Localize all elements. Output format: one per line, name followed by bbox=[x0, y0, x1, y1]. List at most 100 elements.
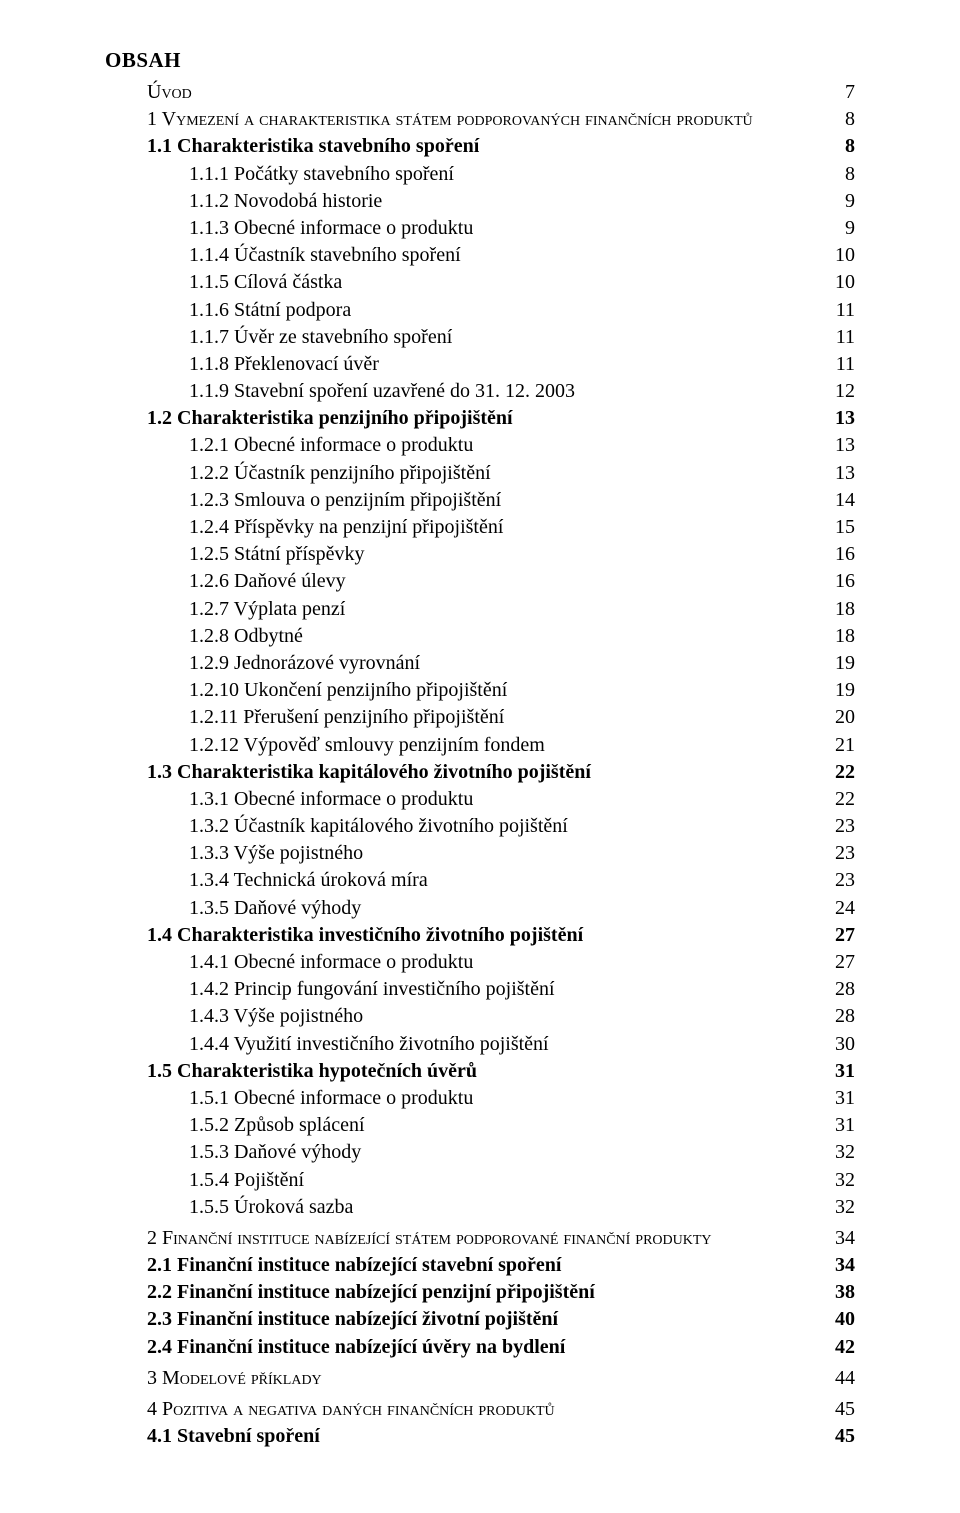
toc-page-number: 10 bbox=[823, 269, 855, 296]
toc-page-number: 44 bbox=[823, 1365, 855, 1392]
toc-label: 1.3.1 Obecné informace o produktu bbox=[189, 786, 823, 813]
toc-page-number: 32 bbox=[823, 1194, 855, 1221]
toc-row: 1.2.12 Výpověď smlouvy penzijním fondem2… bbox=[105, 732, 855, 759]
toc-row: 1.5 Charakteristika hypotečních úvěrů31 bbox=[105, 1058, 855, 1085]
toc-label: 1.1.3 Obecné informace o produktu bbox=[189, 215, 833, 242]
toc-label: 1.4 Charakteristika investičního životní… bbox=[147, 922, 823, 949]
toc-row: 1.2 Charakteristika penzijního připojišt… bbox=[105, 405, 855, 432]
toc-row: 1.4 Charakteristika investičního životní… bbox=[105, 922, 855, 949]
toc-label: 1 Vymezení a charakteristika státem podp… bbox=[147, 106, 833, 133]
toc-label: 1.2.10 Ukončení penzijního připojištění bbox=[189, 677, 823, 704]
toc-page-number: 8 bbox=[833, 161, 855, 188]
toc-label: 1.1.8 Překlenovací úvěr bbox=[189, 351, 824, 378]
toc-label: 1.2.12 Výpověď smlouvy penzijním fondem bbox=[189, 732, 823, 759]
toc-row: 1.1.9 Stavební spoření uzavřené do 31. 1… bbox=[105, 378, 855, 405]
toc-row: 1.5.1 Obecné informace o produktu31 bbox=[105, 1085, 855, 1112]
toc-page-number: 11 bbox=[824, 351, 855, 378]
toc-row: 2.1 Finanční instituce nabízející staveb… bbox=[105, 1252, 855, 1279]
toc-page-number: 28 bbox=[823, 976, 855, 1003]
toc-row: 1.1.3 Obecné informace o produktu9 bbox=[105, 215, 855, 242]
toc-label: 1.4.4 Využití investičního životního poj… bbox=[189, 1031, 823, 1058]
toc-page-number: 11 bbox=[824, 324, 855, 351]
page: OBSAH Úvod71 Vymezení a charakteristika … bbox=[0, 0, 960, 1513]
toc-label: 1.5.4 Pojištění bbox=[189, 1167, 823, 1194]
toc-label: 1.1.1 Počátky stavebního spoření bbox=[189, 161, 833, 188]
toc-row: 2.4 Finanční instituce nabízející úvěry … bbox=[105, 1334, 855, 1361]
toc-label: 1.4.1 Obecné informace o produktu bbox=[189, 949, 823, 976]
toc-row: Úvod7 bbox=[105, 79, 855, 106]
toc-label: 1.1.5 Cílová částka bbox=[189, 269, 823, 296]
toc-page-number: 16 bbox=[823, 568, 855, 595]
toc-label: 1.3.3 Výše pojistného bbox=[189, 840, 823, 867]
toc-page-number: 18 bbox=[823, 623, 855, 650]
toc-label: 3 Modelové příklady bbox=[147, 1365, 823, 1392]
toc-row: 1.3.5 Daňové výhody24 bbox=[105, 895, 855, 922]
toc-page-number: 13 bbox=[823, 432, 855, 459]
toc-row: 1.2.4 Příspěvky na penzijní připojištění… bbox=[105, 514, 855, 541]
toc-page-number: 28 bbox=[823, 1003, 855, 1030]
toc-row: 1.3.2 Účastník kapitálového životního po… bbox=[105, 813, 855, 840]
toc-row: 1.2.10 Ukončení penzijního připojištění1… bbox=[105, 677, 855, 704]
toc-label: 1.1.2 Novodobá historie bbox=[189, 188, 833, 215]
toc-label: 1.5.1 Obecné informace o produktu bbox=[189, 1085, 823, 1112]
toc-label: 2.1 Finanční instituce nabízející staveb… bbox=[147, 1252, 823, 1279]
toc-row: 4.1 Stavební spoření45 bbox=[105, 1423, 855, 1450]
toc-label: 1.1 Charakteristika stavebního spoření bbox=[147, 133, 833, 160]
toc-row: 1.2.1 Obecné informace o produktu13 bbox=[105, 432, 855, 459]
toc-page-number: 10 bbox=[823, 242, 855, 269]
toc-label: 1.2 Charakteristika penzijního připojišt… bbox=[147, 405, 823, 432]
toc-row: 1.2.2 Účastník penzijního připojištění13 bbox=[105, 460, 855, 487]
toc-page-number: 21 bbox=[823, 732, 855, 759]
toc-label: 1.2.9 Jednorázové vyrovnání bbox=[189, 650, 823, 677]
toc-label: 1.2.6 Daňové úlevy bbox=[189, 568, 823, 595]
toc-page-number: 23 bbox=[823, 813, 855, 840]
toc-label: 4 Pozitiva a negativa daných finančních … bbox=[147, 1396, 823, 1423]
toc-label: 1.2.7 Výplata penzí bbox=[189, 596, 823, 623]
toc-row: 1.1.1 Počátky stavebního spoření8 bbox=[105, 161, 855, 188]
toc-row: 1.5.4 Pojištění32 bbox=[105, 1167, 855, 1194]
toc-page-number: 32 bbox=[823, 1139, 855, 1166]
toc-page-number: 27 bbox=[823, 922, 855, 949]
toc-row: 1.1.7 Úvěr ze stavebního spoření11 bbox=[105, 324, 855, 351]
toc-heading: OBSAH bbox=[105, 48, 855, 73]
toc-label: 1.5 Charakteristika hypotečních úvěrů bbox=[147, 1058, 823, 1085]
toc-page-number: 45 bbox=[823, 1396, 855, 1423]
toc-page-number: 34 bbox=[823, 1225, 855, 1252]
toc-label: 1.2.1 Obecné informace o produktu bbox=[189, 432, 823, 459]
toc-row: 1.1.8 Překlenovací úvěr11 bbox=[105, 351, 855, 378]
toc-list: Úvod71 Vymezení a charakteristika státem… bbox=[105, 79, 855, 1450]
toc-page-number: 31 bbox=[823, 1085, 855, 1112]
toc-page-number: 23 bbox=[823, 867, 855, 894]
toc-row: 1.5.5 Úroková sazba32 bbox=[105, 1194, 855, 1221]
toc-page-number: 14 bbox=[823, 487, 855, 514]
toc-row: 1.1.6 Státní podpora11 bbox=[105, 297, 855, 324]
toc-page-number: 34 bbox=[823, 1252, 855, 1279]
toc-label: Úvod bbox=[147, 79, 833, 106]
toc-page-number: 30 bbox=[823, 1031, 855, 1058]
toc-row: 1.3 Charakteristika kapitálového životní… bbox=[105, 759, 855, 786]
toc-row: 1.2.6 Daňové úlevy16 bbox=[105, 568, 855, 595]
toc-row: 1.4.2 Princip fungování investičního poj… bbox=[105, 976, 855, 1003]
toc-page-number: 8 bbox=[833, 106, 855, 133]
toc-row: 1.2.7 Výplata penzí18 bbox=[105, 596, 855, 623]
toc-row: 1.1.5 Cílová částka10 bbox=[105, 269, 855, 296]
toc-row: 1.3.1 Obecné informace o produktu22 bbox=[105, 786, 855, 813]
toc-page-number: 19 bbox=[823, 650, 855, 677]
toc-label: 1.3.5 Daňové výhody bbox=[189, 895, 823, 922]
toc-page-number: 19 bbox=[823, 677, 855, 704]
toc-row: 1.2.9 Jednorázové vyrovnání19 bbox=[105, 650, 855, 677]
toc-row: 1.4.3 Výše pojistného28 bbox=[105, 1003, 855, 1030]
toc-row: 4 Pozitiva a negativa daných finančních … bbox=[105, 1396, 855, 1423]
toc-row: 1.2.11 Přerušení penzijního připojištění… bbox=[105, 704, 855, 731]
toc-label: 1.1.9 Stavební spoření uzavřené do 31. 1… bbox=[189, 378, 823, 405]
toc-page-number: 12 bbox=[823, 378, 855, 405]
toc-label: 2.4 Finanční instituce nabízející úvěry … bbox=[147, 1334, 823, 1361]
toc-row: 1.1.2 Novodobá historie9 bbox=[105, 188, 855, 215]
toc-label: 1.3 Charakteristika kapitálového životní… bbox=[147, 759, 823, 786]
toc-row: 1.1.4 Účastník stavebního spoření10 bbox=[105, 242, 855, 269]
toc-page-number: 20 bbox=[823, 704, 855, 731]
toc-label: 1.2.11 Přerušení penzijního připojištění bbox=[189, 704, 823, 731]
toc-page-number: 31 bbox=[823, 1058, 855, 1085]
toc-row: 1.4.1 Obecné informace o produktu27 bbox=[105, 949, 855, 976]
toc-page-number: 31 bbox=[823, 1112, 855, 1139]
